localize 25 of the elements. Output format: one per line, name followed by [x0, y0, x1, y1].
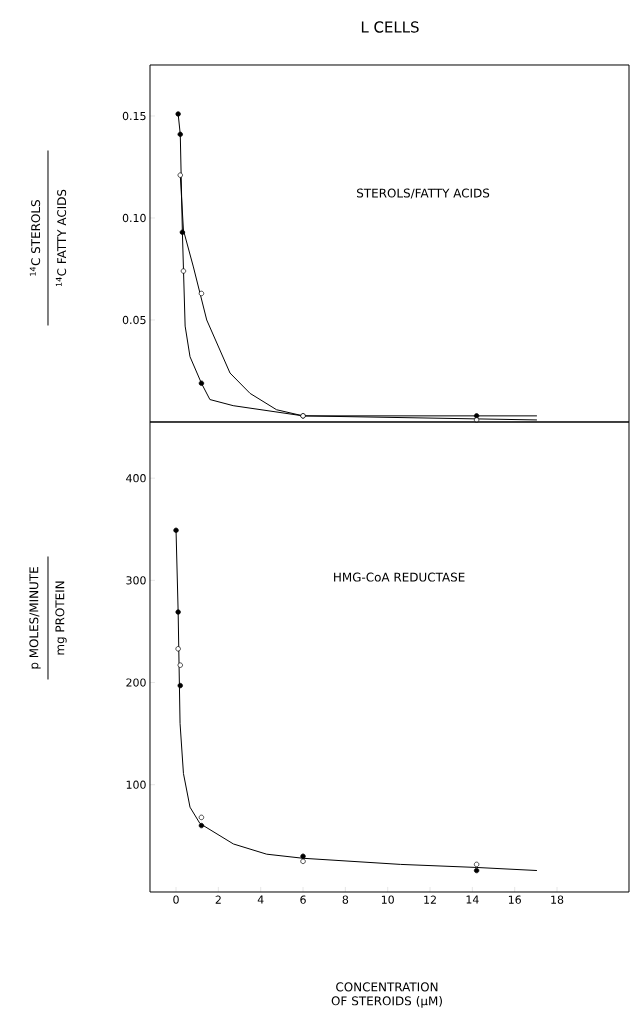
y-tick-label: 0.10	[122, 213, 146, 223]
text: mg PROTEIN	[55, 581, 67, 655]
y-axis-title: p MOLES/MINUTE	[29, 567, 41, 669]
x-tick-label: 16	[508, 895, 521, 904]
x-tick-label: 6	[300, 895, 306, 904]
annotation: STEROLS/FATTY ACIDS	[357, 188, 490, 199]
y-tick-label: 300	[126, 576, 146, 585]
x-tick-label: 14	[466, 895, 479, 904]
x-tick-label: 8	[342, 895, 349, 904]
y-tick-label: 100	[126, 780, 146, 789]
x-tick-label: 2	[215, 895, 221, 904]
text: $^{14}$C FATTY ACIDS	[55, 189, 67, 287]
x-axis-title: CONCENTRATION OF STEROIDS (μM)	[331, 982, 442, 1008]
y-tick-label: 400	[126, 474, 146, 483]
y-tick-label: 0.15	[122, 111, 146, 121]
annotation: HMG-CoA REDUCTASE	[334, 572, 465, 582]
x-tick-label: 0	[173, 895, 179, 904]
x-tick-label: 10	[381, 895, 394, 904]
x-tick-label: 4	[257, 895, 264, 904]
chart-title: L CELLS	[361, 21, 419, 33]
x-tick-label: 12	[424, 895, 436, 904]
y-axis-title: $^{14}$C STEROLS	[29, 200, 41, 276]
x-tick-label: 18	[551, 895, 564, 904]
y-tick-label: 200	[126, 678, 146, 687]
y-tick-label: 0.05	[122, 315, 146, 325]
